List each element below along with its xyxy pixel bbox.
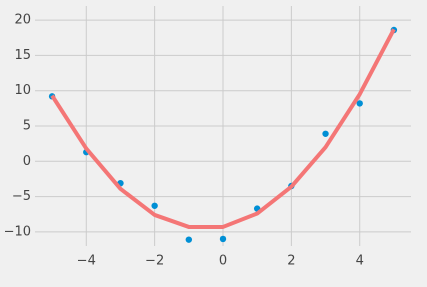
data-point	[356, 100, 363, 107]
y-tick-label: 20	[14, 13, 31, 28]
data-point	[322, 130, 329, 137]
data-point	[219, 235, 227, 243]
x-tick-label: −2	[145, 254, 164, 269]
data-point	[185, 236, 193, 243]
y-tick-label: 0	[23, 154, 31, 169]
x-tick-label: 0	[219, 254, 227, 269]
y-tick-label: 10	[14, 83, 31, 98]
fit-line	[50, 28, 396, 229]
y-tick-label: −10	[4, 224, 31, 239]
data-point	[151, 202, 158, 209]
y-tick-label: 5	[23, 119, 31, 134]
x-tick-label: −4	[77, 254, 96, 269]
x-tick-label: 2	[287, 254, 295, 269]
y-tick-label: 15	[14, 48, 31, 63]
x-tick-label: 4	[356, 254, 364, 269]
y-tick-label: −5	[12, 189, 31, 204]
